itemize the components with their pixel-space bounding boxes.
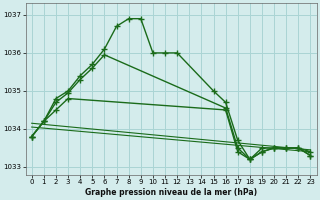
X-axis label: Graphe pression niveau de la mer (hPa): Graphe pression niveau de la mer (hPa) bbox=[85, 188, 257, 197]
